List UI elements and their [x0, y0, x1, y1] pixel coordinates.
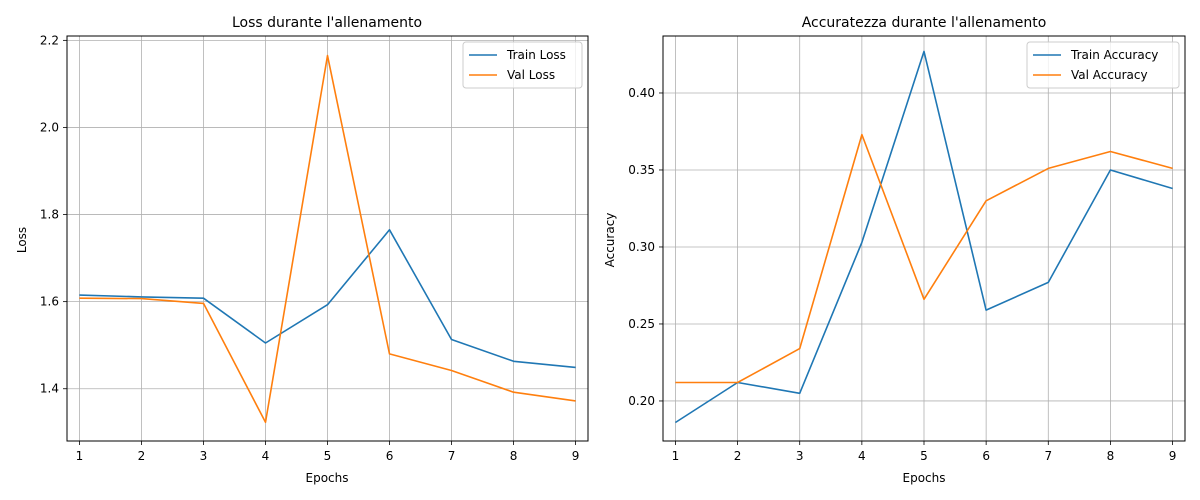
- x-tick-label: 4: [858, 449, 866, 463]
- x-tick-label: 3: [796, 449, 804, 463]
- x-tick-label: 9: [572, 449, 580, 463]
- chart-title: Accuratezza durante l'allenamento: [802, 15, 1047, 31]
- x-tick-label: 2: [734, 449, 742, 463]
- y-axis-label: Accuracy: [603, 213, 617, 268]
- x-tick-label: 2: [138, 449, 146, 463]
- series-line-val-loss: [79, 54, 576, 424]
- x-tick-label: 7: [1044, 449, 1052, 463]
- y-ticks: 0.20 0.25 0.30 0.35 0.40: [628, 86, 663, 408]
- loss-chart: Loss durante l'allenamento Epochs Loss 1…: [15, 15, 589, 485]
- series-line-val-accuracy: [675, 133, 1173, 384]
- plot-frame: [66, 35, 589, 442]
- plot-frame: [662, 35, 1186, 442]
- legend: Train Accuracy Val Accuracy: [1026, 41, 1180, 89]
- y-tick-label: 1.4: [40, 382, 59, 396]
- y-tick-label: 1.8: [40, 208, 59, 222]
- x-tick-label: 5: [324, 449, 332, 463]
- legend: Train Loss Val Loss: [462, 41, 583, 89]
- series-lines: [79, 54, 576, 424]
- legend-box: [462, 41, 583, 89]
- series-lines: [674, 50, 1173, 424]
- legend-label-val-accuracy: Val Accuracy: [1071, 68, 1148, 82]
- y-ticks: 1.4 1.6 1.8 2.0 2.2: [40, 33, 67, 396]
- chart-title: Loss durante l'allenamento: [232, 15, 422, 31]
- x-tick-label: 1: [76, 449, 84, 463]
- x-ticks: 1 2 3 4 5 6 7 8 9: [672, 441, 1177, 463]
- x-tick-label: 1: [672, 449, 680, 463]
- y-tick-label: 0.30: [628, 240, 655, 254]
- legend-label-val-loss: Val Loss: [507, 68, 555, 82]
- accuracy-chart: Accuratezza durante l'allenamento Epochs…: [603, 15, 1186, 485]
- x-tick-label: 7: [448, 449, 456, 463]
- x-tick-label: 3: [200, 449, 208, 463]
- x-tick-label: 6: [982, 449, 990, 463]
- x-tick-label: 8: [510, 449, 518, 463]
- y-axis-label: Loss: [15, 227, 29, 253]
- x-axis-label: Epochs: [903, 471, 946, 485]
- series-line-train-accuracy: [674, 50, 1173, 424]
- y-tick-label: 0.20: [628, 394, 655, 408]
- x-ticks: 1 2 3 4 5 6 7 8 9: [76, 441, 580, 463]
- y-tick-label: 0.25: [628, 317, 655, 331]
- x-tick-label: 9: [1169, 449, 1177, 463]
- legend-label-train-loss: Train Loss: [506, 48, 566, 62]
- x-tick-label: 5: [920, 449, 928, 463]
- legend-box: [1026, 41, 1180, 89]
- y-tick-label: 1.6: [40, 295, 59, 309]
- y-tick-label: 0.35: [628, 163, 655, 177]
- grid: [663, 36, 1185, 441]
- grid: [67, 36, 588, 441]
- x-axis-label: Epochs: [306, 471, 349, 485]
- legend-label-train-accuracy: Train Accuracy: [1070, 48, 1158, 62]
- y-tick-label: 2.0: [40, 120, 59, 134]
- x-tick-label: 4: [262, 449, 270, 463]
- series-line-train-loss: [79, 229, 576, 369]
- x-tick-label: 8: [1107, 449, 1115, 463]
- x-tick-label: 6: [386, 449, 394, 463]
- y-tick-label: 2.2: [40, 33, 59, 47]
- y-tick-label: 0.40: [628, 86, 655, 100]
